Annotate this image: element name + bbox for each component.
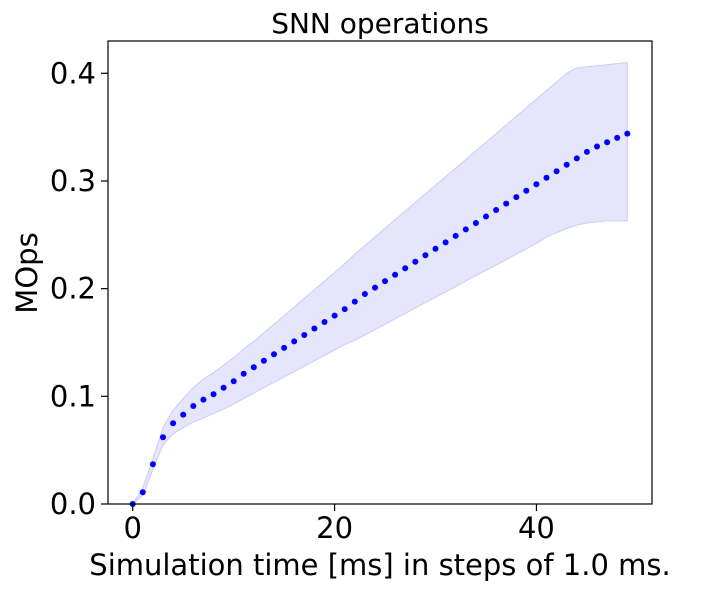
- data-point: [513, 194, 520, 201]
- data-point: [301, 332, 308, 338]
- data-point: [180, 411, 187, 418]
- data-point: [422, 252, 429, 259]
- x-axis-ticks: 0 20 40: [124, 504, 555, 545]
- data-point: [503, 200, 510, 207]
- y-tick-label: 0.4: [50, 56, 96, 90]
- plot-area-frame: [107, 40, 653, 505]
- data-point: [594, 143, 600, 150]
- data-point: [200, 396, 207, 403]
- x-tick-label: 40: [518, 511, 555, 545]
- data-point: [604, 139, 611, 146]
- data-point: [271, 351, 277, 358]
- data-point: [250, 364, 257, 371]
- data-point: [412, 258, 419, 265]
- data-point: [341, 306, 348, 313]
- data-point: [321, 319, 328, 325]
- data-point: [281, 344, 288, 351]
- y-axis-label: MOps: [10, 232, 44, 313]
- data-points-layer: [129, 130, 631, 507]
- chart-title: SNN operations: [271, 7, 489, 40]
- data-point: [543, 174, 550, 181]
- x-axis-label: Simulation time [ms] in steps of 1.0 ms.: [89, 548, 670, 582]
- data-point: [361, 291, 368, 297]
- data-point: [563, 161, 570, 168]
- data-point: [311, 325, 318, 332]
- confidence-band: [132, 61, 628, 505]
- y-tick-label: 0.1: [50, 379, 96, 413]
- data-point: [372, 284, 378, 291]
- data-point: [472, 220, 479, 226]
- y-tick-label: 0.3: [50, 164, 96, 198]
- data-point: [523, 187, 530, 194]
- data-point: [240, 370, 247, 377]
- data-point: [331, 312, 338, 319]
- data-point: [402, 265, 409, 272]
- data-point: [230, 378, 237, 385]
- data-point: [392, 271, 399, 278]
- data-point: [583, 148, 590, 155]
- data-point: [553, 168, 560, 175]
- data-point: [351, 298, 358, 305]
- confidence-band-layer: [132, 61, 628, 505]
- data-point: [462, 226, 469, 233]
- data-point: [493, 207, 500, 213]
- data-point: [624, 130, 631, 137]
- data-point: [382, 278, 388, 285]
- data-point: [190, 403, 197, 409]
- data-point: [220, 384, 227, 391]
- x-tick-label: 0: [124, 511, 142, 545]
- data-point: [432, 245, 439, 252]
- y-tick-label: 0.2: [50, 272, 96, 306]
- data-point: [442, 239, 449, 246]
- data-point: [614, 134, 621, 141]
- data-point: [210, 391, 217, 398]
- data-point: [149, 461, 156, 468]
- data-point: [139, 489, 146, 496]
- data-point: [170, 420, 177, 427]
- data-point: [160, 434, 166, 441]
- x-tick-label: 20: [316, 511, 353, 545]
- data-point: [452, 232, 459, 239]
- data-point: [533, 181, 540, 188]
- data-point: [573, 155, 580, 162]
- y-axis-ticks: 0.0 0.1 0.2 0.3 0.4: [50, 56, 108, 521]
- data-point: [291, 338, 298, 345]
- data-point: [260, 357, 267, 364]
- data-point: [483, 213, 489, 220]
- y-tick-label: 0.0: [50, 487, 96, 521]
